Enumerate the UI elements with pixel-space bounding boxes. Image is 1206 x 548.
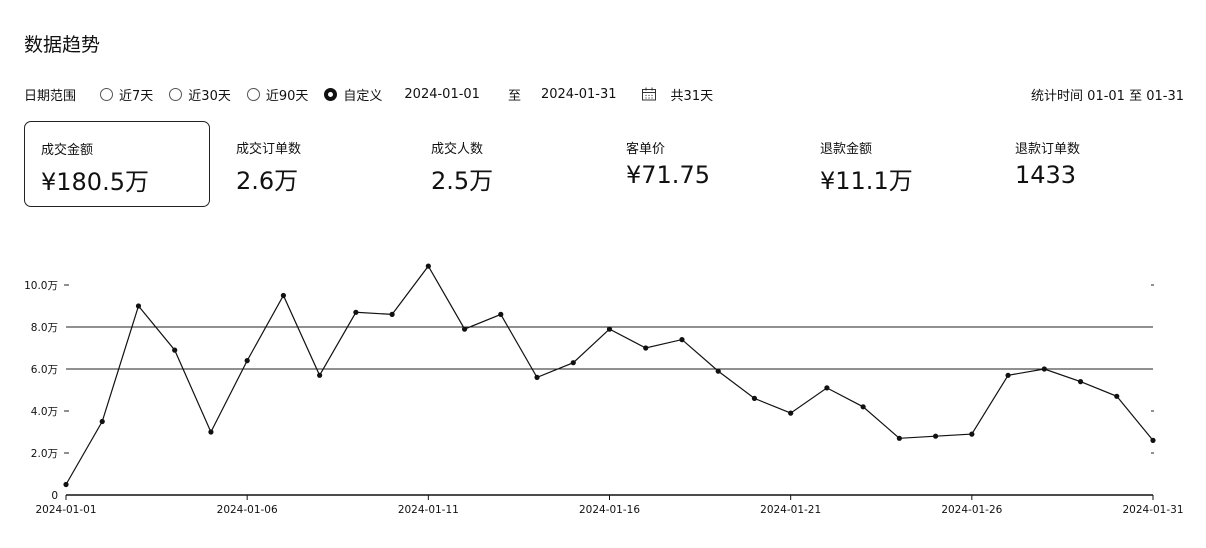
x-tick-label: 2024-01-16 <box>579 504 640 516</box>
data-point <box>389 311 395 317</box>
data-point <box>933 433 939 439</box>
date-filter-bar: 日期范围 近7天 近30天 近90天 自定义 2024-01-01 至 2024… <box>24 84 1184 104</box>
data-point <box>788 410 794 416</box>
metric-value: 1433 <box>1015 161 1077 189</box>
data-point <box>715 368 721 374</box>
start-date-input[interactable]: 2024-01-01 <box>404 86 480 102</box>
metric-value: 2.6万 <box>236 167 299 195</box>
x-tick-label: 2024-01-26 <box>941 504 1002 516</box>
data-point <box>244 358 250 364</box>
date-range-label: 日期范围 <box>24 88 77 104</box>
radio-label: 近90天 <box>265 88 309 104</box>
radio-circle-icon[interactable] <box>169 87 183 101</box>
metric-card-gmv[interactable]: 成交金额 ¥180.5万 <box>24 121 210 207</box>
metric-card-refund-orders[interactable]: 退款订单数 1433 <box>999 121 1185 207</box>
trend-line-chart: 0 2.0万 4.0万 6.0万 8.0万 10.0万 2024-01-01 2024-01-… <box>24 263 1184 516</box>
data-point <box>208 429 214 435</box>
radio-last-30-days[interactable]: 近30天 <box>169 85 231 104</box>
data-point <box>353 309 359 315</box>
metric-value: ¥71.75 <box>626 161 710 189</box>
y-tick-label: 4.0万 <box>31 406 58 418</box>
y-tick-label: 0 <box>51 490 58 502</box>
x-tick-label: 2024-01-06 <box>217 504 278 516</box>
data-point <box>643 345 649 351</box>
metric-label: 成交人数 <box>431 142 484 157</box>
y-tick-label: 10.0万 <box>24 280 58 292</box>
radio-label: 近30天 <box>188 88 231 104</box>
series-line <box>65 265 1154 485</box>
data-point <box>896 435 902 441</box>
metric-label: 成交金额 <box>41 143 94 158</box>
metric-card-buyers[interactable]: 成交人数 2.5万 <box>415 121 601 207</box>
metric-label: 客单价 <box>626 142 666 157</box>
metric-card-orders[interactable]: 成交订单数 2.6万 <box>220 121 406 207</box>
data-point <box>1114 393 1120 399</box>
metric-label: 成交订单数 <box>236 142 302 157</box>
data-point <box>860 404 866 410</box>
data-point <box>99 418 105 425</box>
metric-value: 2.5万 <box>431 167 494 195</box>
data-point <box>1077 379 1084 385</box>
radio-label: 自定义 <box>343 88 383 104</box>
metric-value: ¥180.5万 <box>41 168 149 196</box>
metric-label: 退款订单数 <box>1015 142 1081 157</box>
x-tick-label: 2024-01-21 <box>760 504 821 516</box>
radio-last-7-days[interactable]: 近7天 <box>100 85 153 104</box>
end-date-input[interactable]: 2024-01-31 <box>540 86 617 102</box>
data-point <box>751 395 758 401</box>
data-point <box>280 292 286 299</box>
data-point <box>1150 437 1156 443</box>
calendar-icon[interactable] <box>641 87 657 101</box>
data-point <box>824 385 830 391</box>
date-range-separator: 至 <box>507 88 521 104</box>
data-point <box>1005 372 1011 378</box>
data-point <box>461 326 468 332</box>
y-tick-label: 8.0万 <box>31 322 58 334</box>
data-point <box>498 311 504 317</box>
data-point <box>570 360 576 366</box>
y-tick-label: 6.0万 <box>31 364 58 376</box>
data-point <box>317 372 323 378</box>
data-point <box>606 326 613 332</box>
data-point <box>172 347 178 353</box>
data-point <box>679 337 685 343</box>
radio-custom[interactable]: 自定义 <box>324 85 382 104</box>
data-point <box>135 303 142 309</box>
y-tick-label: 2.0万 <box>31 448 58 460</box>
metric-card-avg-order-value[interactable]: 客单价 ¥71.75 <box>610 121 796 207</box>
stat-time: 统计时间 01-01 至 01-31 <box>1031 88 1184 104</box>
metric-label: 退款金额 <box>820 142 873 157</box>
x-tick-label: 2024-01-01 <box>35 504 96 516</box>
radio-circle-icon[interactable] <box>324 87 338 101</box>
data-point <box>534 374 540 380</box>
metric-card-refund-amount[interactable]: 退款金额 ¥11.1万 <box>804 121 990 207</box>
x-tick-label: 2024-01-31 <box>1122 504 1183 516</box>
data-point <box>1041 366 1047 372</box>
data-point <box>425 263 431 269</box>
metric-value: ¥11.1万 <box>820 167 913 195</box>
page-title: 数据趋势 <box>24 34 101 56</box>
x-tick-label: 2024-01-11 <box>398 504 459 516</box>
radio-circle-icon[interactable] <box>246 87 260 101</box>
total-days: 共31天 <box>670 88 714 104</box>
radio-circle-icon[interactable] <box>100 87 114 101</box>
data-point <box>969 431 975 437</box>
radio-label: 近7天 <box>119 88 154 104</box>
data-point <box>63 481 69 488</box>
radio-last-90-days[interactable]: 近90天 <box>246 85 309 104</box>
